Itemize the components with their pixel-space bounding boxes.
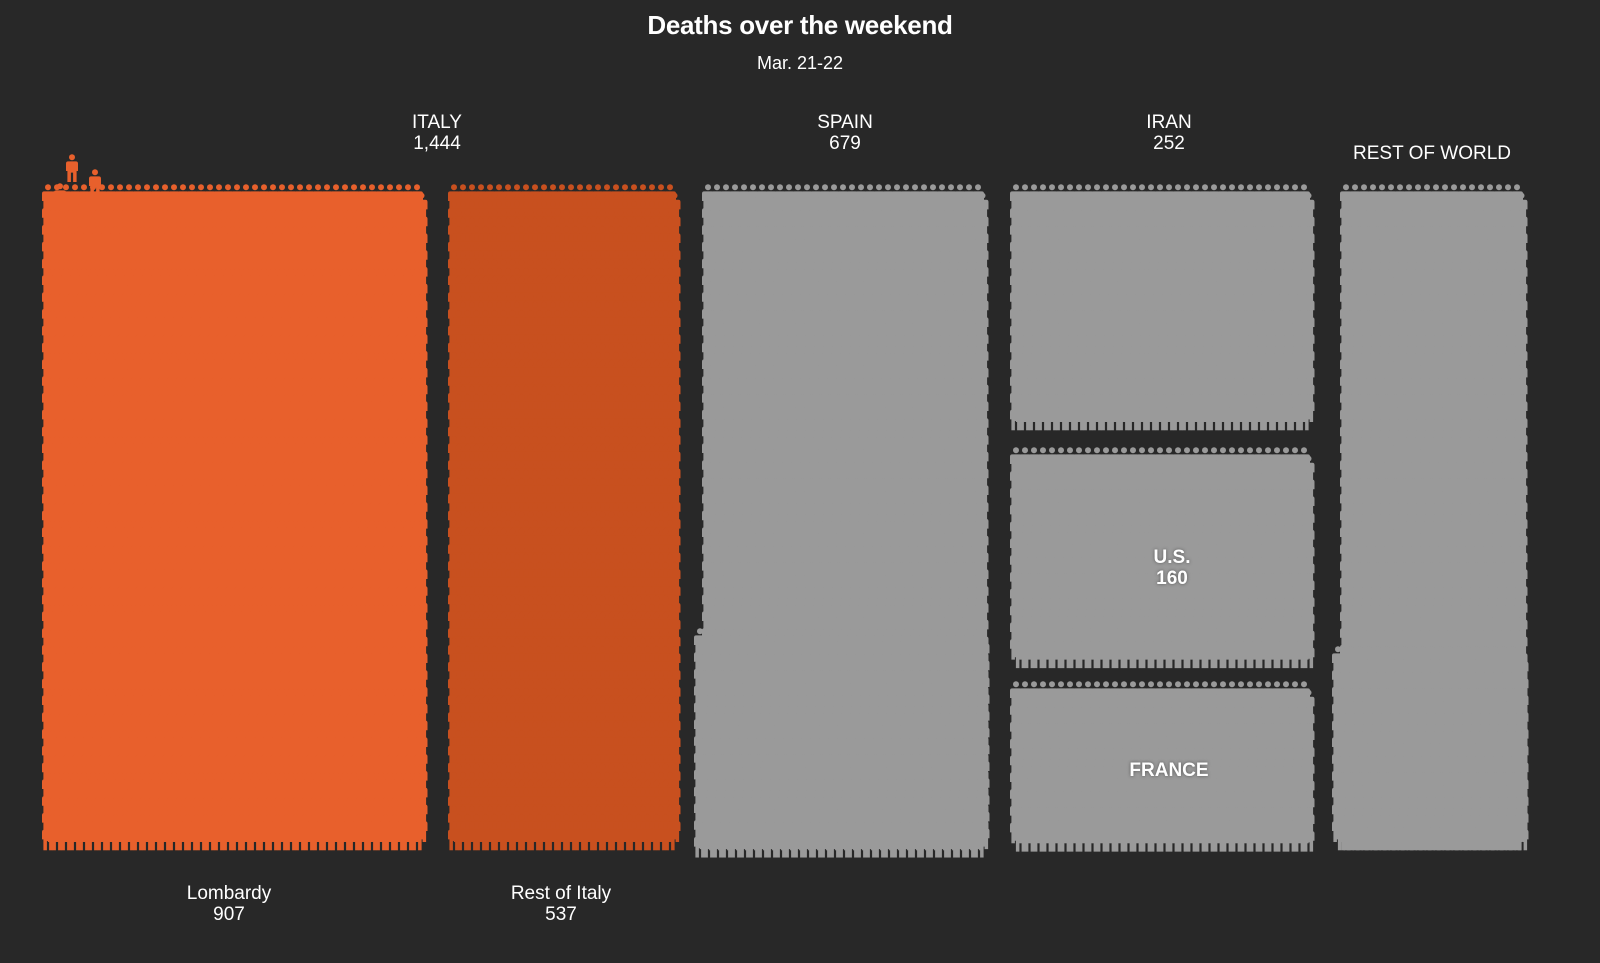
rest-of-italy-block (448, 184, 681, 850)
lombardy-block (42, 184, 428, 850)
